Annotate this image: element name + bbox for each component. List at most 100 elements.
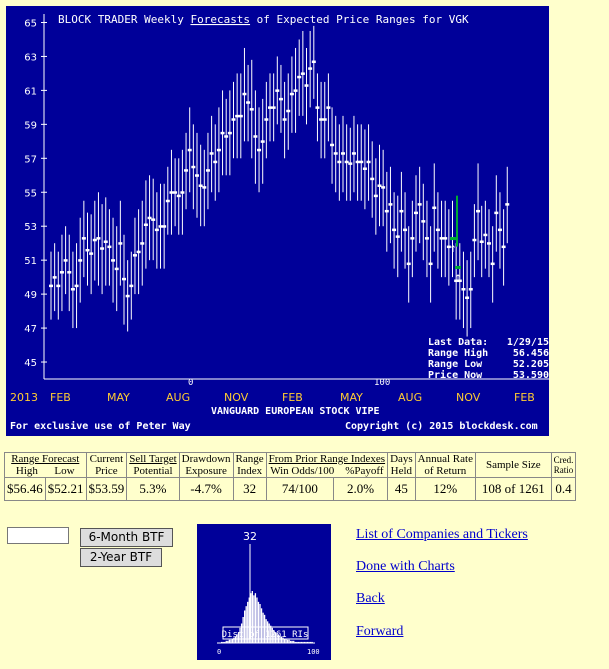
range-index-histogram-panel: 32 Dist of 1261 RIs 0 100 bbox=[197, 524, 331, 660]
price-marker bbox=[421, 220, 426, 223]
price-marker bbox=[381, 186, 386, 189]
current-price-cell: $53.59 bbox=[85, 477, 128, 501]
price-now-label: Price Now bbox=[428, 369, 483, 381]
price-marker bbox=[476, 209, 481, 213]
price-marker bbox=[195, 174, 199, 177]
histogram-bar bbox=[262, 612, 264, 643]
forecast-chart-panel: BLOCK TRADER Weekly Forecasts of Expecte… bbox=[6, 6, 549, 436]
histogram-bar bbox=[240, 623, 243, 643]
price-marker bbox=[362, 167, 367, 170]
price-marker bbox=[483, 233, 488, 237]
y-tick-label: 51 bbox=[24, 256, 37, 267]
x-axis-label: NOV bbox=[224, 391, 249, 404]
histogram-bar bbox=[305, 641, 307, 643]
price-marker bbox=[384, 209, 389, 213]
prior-forecast-marker bbox=[455, 265, 461, 269]
price-marker bbox=[311, 60, 316, 64]
price-marker bbox=[472, 238, 477, 242]
x-axis-labels: 2013 FEB MAY AUG NOV FEB MAY AUG NOV FEB bbox=[10, 391, 535, 404]
histogram-bar bbox=[256, 597, 258, 643]
y-tick-label: 55 bbox=[24, 188, 37, 199]
back-link[interactable]: Back bbox=[356, 591, 385, 606]
histogram-bar bbox=[283, 638, 286, 643]
price-marker bbox=[205, 169, 210, 172]
range-low-label: Range Low bbox=[428, 359, 483, 370]
price-marker bbox=[78, 259, 83, 262]
two-year-btf-button[interactable]: 2-Year BTF bbox=[80, 548, 162, 567]
x-axis-label: FEB bbox=[514, 391, 535, 404]
days-held-header: Days Held bbox=[387, 452, 416, 478]
y-tick-label: 59 bbox=[24, 120, 37, 131]
forward-link[interactable]: Forward bbox=[356, 624, 404, 639]
price-marker bbox=[428, 262, 433, 266]
price-marker bbox=[319, 118, 324, 121]
price-marker bbox=[227, 131, 232, 135]
price-marker bbox=[275, 89, 280, 92]
price-marker bbox=[125, 294, 130, 298]
y-tick-label: 47 bbox=[24, 324, 37, 335]
price-marker bbox=[388, 203, 393, 206]
price-marker bbox=[505, 203, 510, 206]
days-held-cell: 45 bbox=[387, 477, 416, 501]
done-with-charts-link[interactable]: Done with Charts bbox=[356, 559, 455, 574]
price-marker bbox=[154, 228, 159, 232]
price-marker bbox=[85, 248, 90, 252]
price-marker bbox=[359, 160, 364, 164]
price-marker bbox=[468, 288, 473, 291]
histogram-bar bbox=[291, 640, 293, 643]
price-marker bbox=[59, 271, 64, 274]
histogram-bar bbox=[250, 593, 252, 643]
price-marker bbox=[81, 237, 86, 240]
histogram-bar bbox=[239, 627, 241, 643]
price-marker bbox=[143, 223, 148, 227]
six-month-btf-button[interactable]: 6-Month BTF bbox=[80, 528, 173, 547]
sell-target-header: Sell Target Potential bbox=[126, 452, 180, 478]
price-marker bbox=[52, 276, 57, 279]
histogram-bar bbox=[300, 641, 303, 643]
histogram-bar bbox=[257, 601, 260, 643]
x-axis-label: MAY bbox=[107, 391, 130, 404]
drawdown-cell: -4.7% bbox=[178, 477, 234, 501]
histogram-bar bbox=[303, 641, 306, 643]
price-marker bbox=[278, 97, 283, 101]
current-price-header: Current Price bbox=[85, 452, 128, 478]
price-marker bbox=[122, 277, 126, 281]
price-marker bbox=[67, 271, 72, 274]
histogram-bar bbox=[251, 591, 253, 643]
price-marker bbox=[461, 288, 466, 291]
info-box: Last Data: 1/29/15 Range High 56.456 Ran… bbox=[428, 337, 549, 381]
ticker-input[interactable] bbox=[7, 527, 69, 544]
histogram-bar bbox=[247, 601, 249, 643]
price-marker bbox=[70, 288, 75, 291]
price-marker bbox=[107, 245, 112, 249]
sample-size-cell: 108 of 1261 bbox=[474, 477, 552, 501]
range-low-cell: $52.21 bbox=[44, 477, 87, 501]
price-marker bbox=[103, 240, 108, 243]
price-marker bbox=[169, 191, 174, 194]
price-marker bbox=[333, 152, 338, 155]
y-tick-label: 53 bbox=[24, 222, 37, 233]
companies-tickers-link[interactable]: List of Companies and Tickers bbox=[356, 527, 528, 542]
price-marker bbox=[410, 237, 415, 240]
histogram-bar bbox=[253, 595, 255, 643]
price-marker bbox=[344, 160, 349, 164]
price-marker bbox=[180, 191, 185, 194]
exclusive-use-text: For exclusive use of Peter Way bbox=[10, 420, 191, 432]
price-marker bbox=[257, 148, 262, 152]
price-marker bbox=[216, 148, 221, 152]
histogram-bar bbox=[285, 638, 287, 643]
histogram-bar bbox=[263, 614, 266, 643]
price-marker bbox=[191, 165, 196, 169]
prior-range-header: From Prior Range Indexes Win Odds/100 %Pa… bbox=[265, 452, 389, 478]
marker-zero: 0 bbox=[188, 378, 193, 388]
price-marker bbox=[100, 247, 105, 250]
histogram-bar bbox=[242, 617, 244, 643]
histogram-bar bbox=[282, 637, 284, 643]
price-marker bbox=[260, 140, 265, 143]
range-index-cell: 32 bbox=[232, 477, 267, 501]
annual-return-header: Annual Rate of Return bbox=[414, 452, 476, 478]
price-marker bbox=[395, 235, 400, 238]
price-marker bbox=[271, 106, 276, 109]
price-marker bbox=[432, 206, 437, 210]
price-marker bbox=[355, 160, 360, 164]
